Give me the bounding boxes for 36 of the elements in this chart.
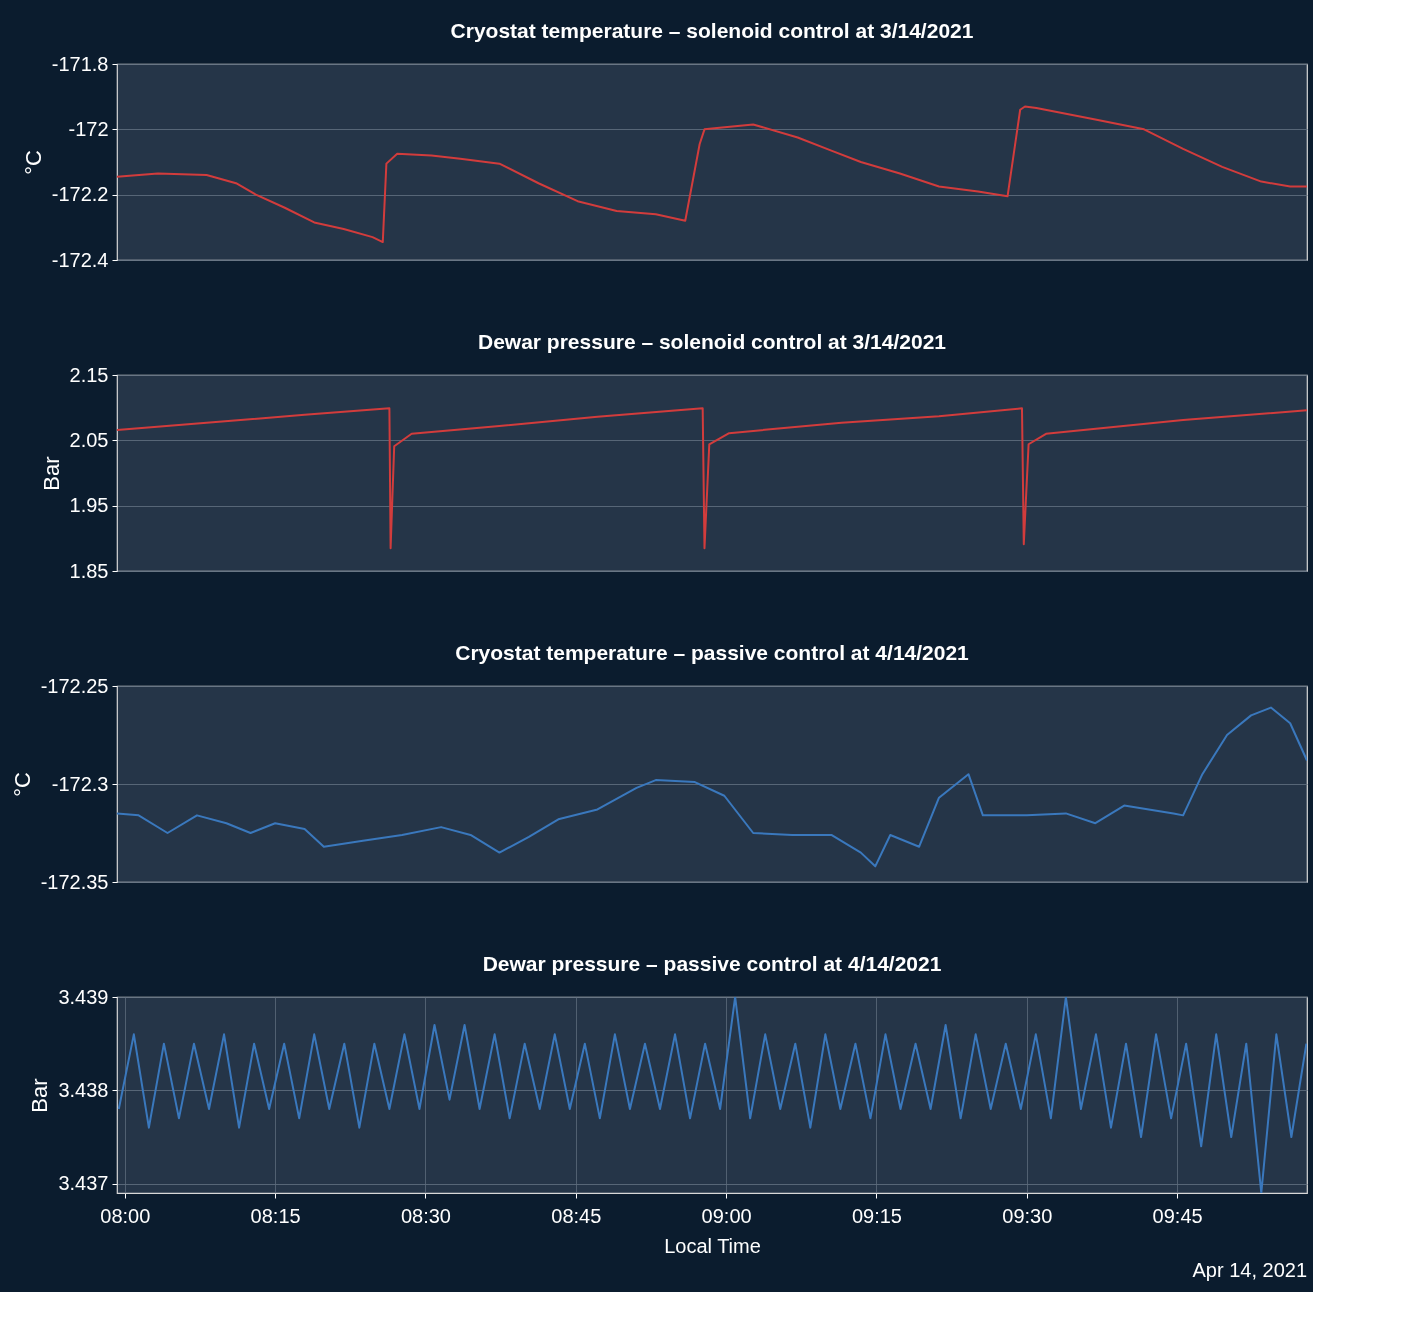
y-tick-label: -172: [68, 117, 109, 140]
y-tick-label: 1.85: [69, 559, 109, 582]
line-series: [117, 997, 1307, 1193]
x-axis-title: Local Time: [664, 1234, 761, 1257]
y-tick-label: 1.95: [69, 494, 109, 517]
y-tick-label: -172.4: [51, 248, 109, 271]
x-tick-label: 09:15: [851, 1204, 902, 1227]
y-tick-label: -172.3: [51, 772, 109, 795]
y-tick-label: -172.25: [40, 674, 109, 697]
y-tick-label: -172.35: [40, 870, 109, 893]
text: Apr 14, 2021: [1192, 1259, 1307, 1281]
y-tick-label: -171.8: [51, 52, 109, 75]
x-tick-label: 08:45: [551, 1204, 602, 1227]
chart-title: Cryostat temperature – solenoid control at 3/14/2021: [450, 19, 974, 42]
chart-title: Dewar pressure – passive control at 4/14/2021: [482, 952, 942, 975]
y-tick-label: 3.437: [58, 1172, 109, 1195]
y-tick-label: 2.05: [69, 428, 109, 451]
line-series: [117, 407, 1307, 550]
y-axis-title: Bar: [27, 1078, 53, 1113]
chart-title: Cryostat temperature – passive control at 4/14/2021: [455, 641, 970, 664]
y-axis-title: Bar: [38, 456, 64, 491]
y-tick-label: 3.439: [58, 985, 109, 1008]
x-tick-label: 08:15: [250, 1204, 301, 1227]
y-tick-label: 3.438: [58, 1078, 109, 1101]
line-series: [117, 105, 1307, 244]
x-tick-label: 08:30: [400, 1204, 452, 1227]
y-tick-label: 2.15: [69, 363, 109, 386]
line-series: [117, 706, 1307, 868]
y-axis-title: °C: [9, 772, 35, 797]
x-tick-label: 09:30: [1002, 1204, 1053, 1227]
y-tick-label: -172.2: [51, 183, 109, 206]
y-axis-title: °C: [20, 150, 46, 175]
x-tick-label: 09:00: [701, 1204, 752, 1227]
x-tick-label: 09:45: [1152, 1204, 1203, 1227]
chart-title: Dewar pressure – solenoid control at 3/14/2021: [477, 330, 947, 353]
x-tick-label: 08:00: [100, 1204, 151, 1227]
